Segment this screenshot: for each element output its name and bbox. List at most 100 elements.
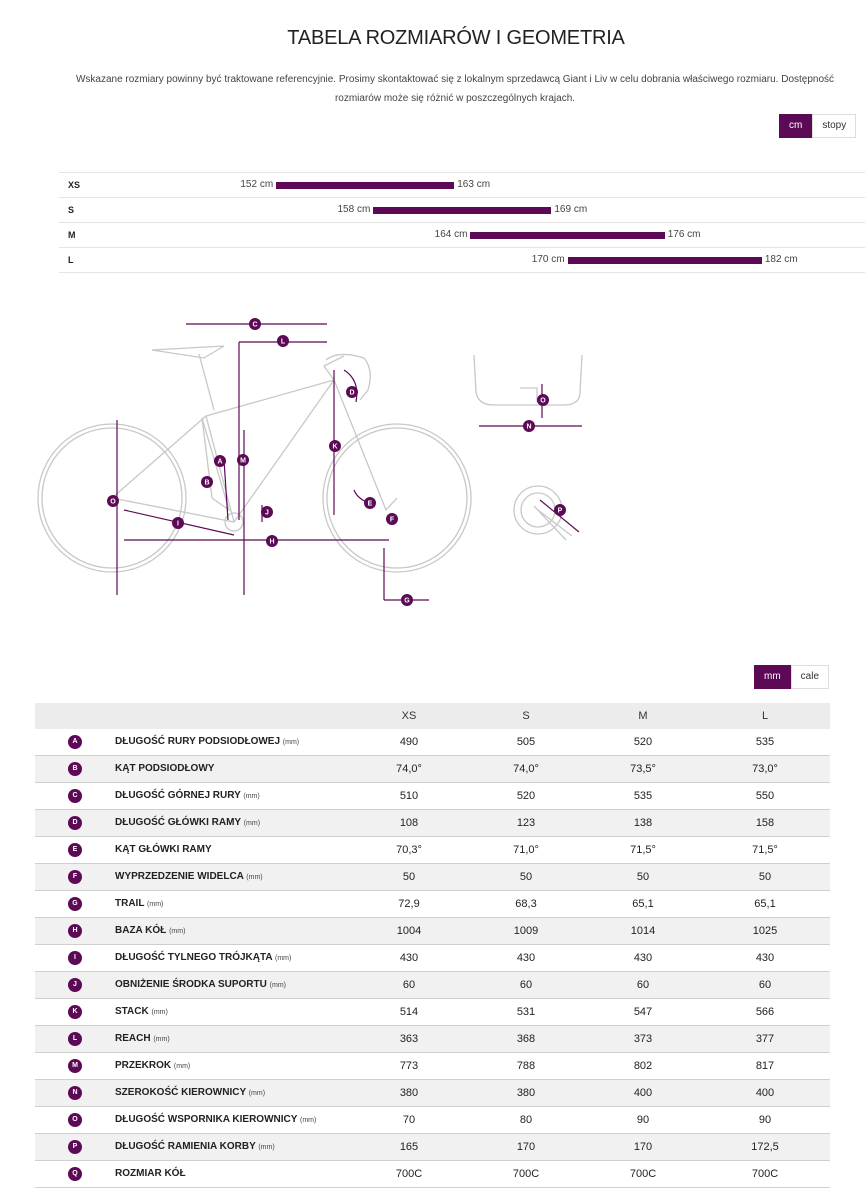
table-cell: 60 xyxy=(402,979,416,991)
table-cell: 50 xyxy=(636,871,650,883)
table-cell: 50 xyxy=(519,871,533,883)
table-cell: 700C xyxy=(512,1168,540,1180)
row-letter-badge: O xyxy=(68,1113,82,1127)
table-cell: 172,5 xyxy=(751,1141,779,1153)
unit-cm-button[interactable]: cm xyxy=(779,114,813,138)
row-letter-badge: G xyxy=(68,897,82,911)
table-cell: 1004 xyxy=(396,925,422,937)
height-unit-toggle: cm stopy xyxy=(779,114,857,138)
table-row: K STACK (mm) 514 531 547 566 xyxy=(35,999,830,1026)
row-letter-badge: L xyxy=(68,1032,82,1046)
table-cell: 158 xyxy=(755,817,775,829)
table-cell: 490 xyxy=(399,736,419,748)
diagram-marker-l: L xyxy=(277,335,289,347)
table-cell: 1009 xyxy=(513,925,539,937)
row-name: REACH (mm) xyxy=(115,1033,170,1044)
svg-text:O: O xyxy=(540,398,546,405)
row-name: ROZMIAR KÓŁ xyxy=(115,1168,186,1179)
table-cell: 788 xyxy=(516,1060,536,1072)
table-row: C DŁUGOŚĆ GÓRNEJ RURY (mm) 510 520 535 550 xyxy=(35,783,830,810)
row-letter-badge: M xyxy=(68,1059,82,1073)
table-cell: 377 xyxy=(755,1033,775,1045)
table-cell: 71,0° xyxy=(513,844,539,856)
size-label: XS xyxy=(68,180,81,190)
svg-text:C: C xyxy=(252,322,257,329)
row-name: TRAIL (mm) xyxy=(115,898,163,909)
table-row: J OBNIŻENIE ŚRODKA SUPORTU (mm) 60 60 60 60 xyxy=(35,972,830,999)
table-cell: 700C xyxy=(395,1168,423,1180)
diagram-marker-f: F xyxy=(386,513,398,525)
size-max-height: 182 cm xyxy=(764,254,798,265)
row-letter-badge: K xyxy=(68,1005,82,1019)
table-row: M PRZEKROK (mm) 773 788 802 817 xyxy=(35,1053,830,1080)
size-label: L xyxy=(68,255,74,265)
row-letter-badge: E xyxy=(68,843,82,857)
table-cell: 1014 xyxy=(630,925,656,937)
table-cell: 430 xyxy=(633,952,653,964)
row-name: DŁUGOŚĆ GŁÓWKI RAMY (mm) xyxy=(115,817,260,828)
row-unit: (mm) xyxy=(275,955,292,962)
row-letter-badge: A xyxy=(68,735,82,749)
row-name-text: ROZMIAR KÓŁ xyxy=(115,1168,186,1179)
size-range-bar xyxy=(373,207,552,214)
size-range-bar xyxy=(470,232,665,239)
svg-text:F: F xyxy=(390,517,395,524)
table-cell: 430 xyxy=(755,952,775,964)
svg-text:H: H xyxy=(269,539,274,546)
row-unit: (mm) xyxy=(169,928,186,935)
table-cell: 817 xyxy=(755,1060,775,1072)
table-row: H BAZA KÓŁ (mm) 1004 1009 1014 1025 xyxy=(35,918,830,945)
diagram-marker-e: E xyxy=(364,497,376,509)
row-name: OBNIŻENIE ŚRODKA SUPORTU (mm) xyxy=(115,979,286,990)
row-name-text: DŁUGOŚĆ RAMIENIA KORBY xyxy=(115,1141,256,1152)
table-row: E KĄT GŁÓWKI RAMY 70,3° 71,0° 71,5° 71,5° xyxy=(35,837,830,864)
row-name-text: DŁUGOŚĆ RURY PODSIODŁOWEJ xyxy=(115,736,281,747)
table-cell: 520 xyxy=(516,790,536,802)
unit-mm-button[interactable]: mm xyxy=(754,665,791,689)
row-name-text: DŁUGOŚĆ GÓRNEJ RURY xyxy=(115,790,241,801)
table-cell: 430 xyxy=(399,952,419,964)
table-cell: 50 xyxy=(402,871,416,883)
table-cell: 70,3° xyxy=(396,844,422,856)
svg-text:O: O xyxy=(110,499,116,506)
table-cell: 368 xyxy=(516,1033,536,1045)
table-cell: 108 xyxy=(399,817,419,829)
table-cell: 700C xyxy=(629,1168,657,1180)
column-header: S xyxy=(522,710,530,722)
svg-text:N: N xyxy=(526,424,531,431)
diagram-marker-n: N xyxy=(523,420,535,432)
diagram-marker-h: H xyxy=(266,535,278,547)
table-row: O DŁUGOŚĆ WSPORNIKA KIEROWNICY (mm) 70 80 90… xyxy=(35,1107,830,1134)
row-name-text: BAZA KÓŁ xyxy=(115,925,167,936)
row-name-text: PRZEKROK xyxy=(115,1060,172,1071)
table-cell: 535 xyxy=(633,790,653,802)
row-letter-badge: B xyxy=(68,762,82,776)
row-unit: (mm) xyxy=(243,793,260,800)
size-row: S 158 cm 169 cm xyxy=(59,198,865,223)
size-range-bar xyxy=(567,257,762,264)
table-cell: 547 xyxy=(633,1006,653,1018)
table-cell: 170 xyxy=(633,1141,653,1153)
svg-text:K: K xyxy=(332,444,337,451)
table-cell: 510 xyxy=(399,790,419,802)
unit-feet-button[interactable]: stopy xyxy=(812,114,857,138)
row-name-text: SZEROKOŚĆ KIEROWNICY xyxy=(115,1087,246,1098)
table-cell: 514 xyxy=(399,1006,419,1018)
row-name: DŁUGOŚĆ WSPORNIKA KIEROWNICY (mm) xyxy=(115,1114,316,1125)
table-cell: 74,0° xyxy=(396,763,422,775)
svg-text:J: J xyxy=(265,510,269,517)
row-name-text: STACK xyxy=(115,1006,149,1017)
column-header: L xyxy=(761,710,769,722)
unit-inch-button[interactable]: cale xyxy=(790,665,830,689)
table-cell: 802 xyxy=(633,1060,653,1072)
size-min-height: 164 cm xyxy=(434,229,468,240)
row-name-text: WYPRZEDZENIE WIDELCA xyxy=(115,871,244,882)
table-row: F WYPRZEDZENIE WIDELCA (mm) 50 50 50 50 xyxy=(35,864,830,891)
svg-text:M: M xyxy=(240,458,246,465)
table-cell: 138 xyxy=(633,817,653,829)
size-max-height: 169 cm xyxy=(554,204,588,215)
row-name: DŁUGOŚĆ TYLNEGO TRÓJKĄTA (mm) xyxy=(115,952,291,963)
row-unit: (mm) xyxy=(173,1063,191,1070)
table-cell: 773 xyxy=(399,1060,419,1072)
row-unit: (mm) xyxy=(153,1036,170,1043)
